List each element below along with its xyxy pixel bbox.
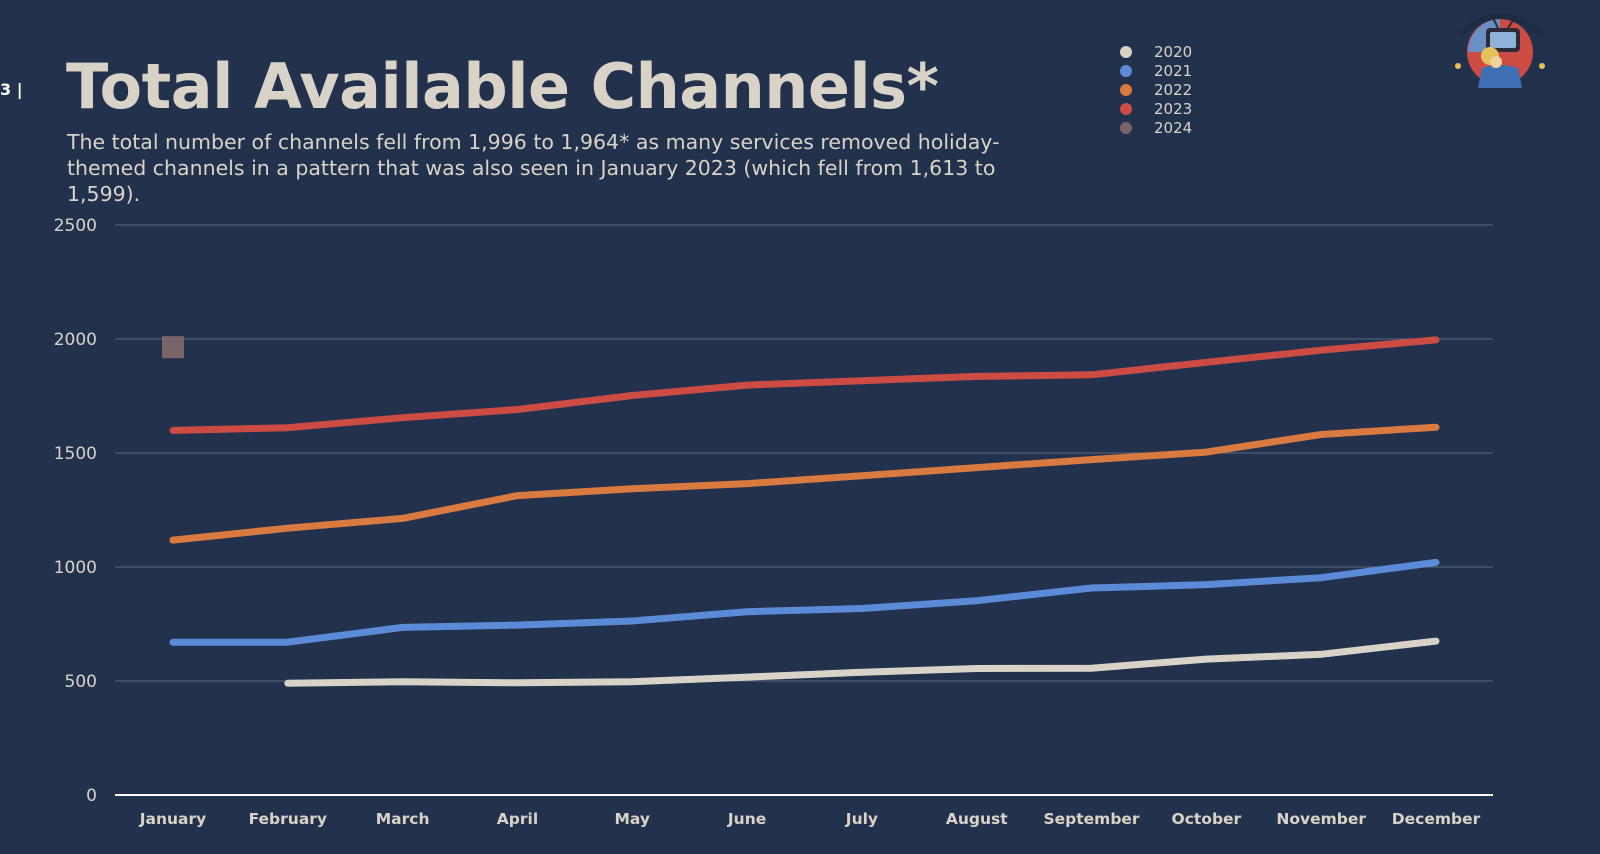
chart-title: Total Available Channels* bbox=[66, 50, 939, 123]
data-point-2024 bbox=[162, 336, 184, 359]
series-line-2022 bbox=[169, 423, 1440, 544]
legend-item: 2022 bbox=[1120, 80, 1192, 99]
y-tick-label: 2500 bbox=[54, 216, 97, 236]
page-number: 3 | bbox=[0, 80, 23, 99]
legend-label: 2023 bbox=[1154, 99, 1193, 118]
x-tick-label: May bbox=[615, 810, 651, 828]
chart-legend: 2020 2021 2022 2023 2024 bbox=[1120, 42, 1192, 137]
legend-swatch bbox=[1120, 102, 1132, 115]
chart-gridlines bbox=[115, 224, 1493, 796]
x-tick-label: October bbox=[1172, 810, 1242, 828]
x-tick-label: February bbox=[249, 810, 327, 828]
chart-subtitle: The total number of channels fell from 1… bbox=[67, 130, 1000, 206]
y-tick-label: 1000 bbox=[54, 558, 97, 578]
x-tick-label: August bbox=[946, 810, 1008, 828]
legend-item: 2024 bbox=[1120, 118, 1192, 137]
x-tick-label: December bbox=[1392, 810, 1481, 828]
series-line-2021 bbox=[169, 558, 1440, 646]
y-tick-label: 1500 bbox=[54, 444, 97, 464]
x-tick-label: June bbox=[727, 810, 766, 828]
y-axis-ticks: 0 500 1000 1500 2000 2500 bbox=[54, 216, 97, 806]
x-tick-label: September bbox=[1043, 810, 1139, 828]
legend-item: 2023 bbox=[1120, 99, 1192, 118]
series-line-2023 bbox=[169, 336, 1440, 434]
legend-item: 2021 bbox=[1120, 61, 1192, 80]
x-tick-label: July bbox=[845, 810, 878, 828]
x-tick-label: March bbox=[376, 810, 430, 828]
legend-label: 2024 bbox=[1154, 118, 1193, 137]
y-tick-label: 500 bbox=[65, 672, 97, 692]
legend-item: 2020 bbox=[1120, 42, 1192, 61]
legend-swatch bbox=[1120, 45, 1132, 58]
x-tick-label: April bbox=[497, 810, 538, 828]
legend-label: 2022 bbox=[1154, 80, 1193, 99]
x-axis-ticks: January February March April May June July Augu… bbox=[139, 810, 1481, 828]
legend-swatch bbox=[1120, 83, 1132, 96]
y-tick-label: 0 bbox=[86, 786, 97, 806]
x-tick-label: January bbox=[139, 810, 207, 828]
y-tick-label: 2000 bbox=[54, 330, 97, 350]
legend-swatch bbox=[1120, 121, 1132, 134]
chart-series bbox=[162, 336, 1440, 687]
series-line-2020 bbox=[284, 637, 1440, 687]
tv-character-logo-icon bbox=[1455, 13, 1545, 88]
legend-label: 2020 bbox=[1154, 42, 1193, 61]
legend-swatch bbox=[1120, 64, 1132, 77]
x-tick-label: November bbox=[1276, 810, 1366, 828]
legend-label: 2021 bbox=[1154, 61, 1193, 80]
